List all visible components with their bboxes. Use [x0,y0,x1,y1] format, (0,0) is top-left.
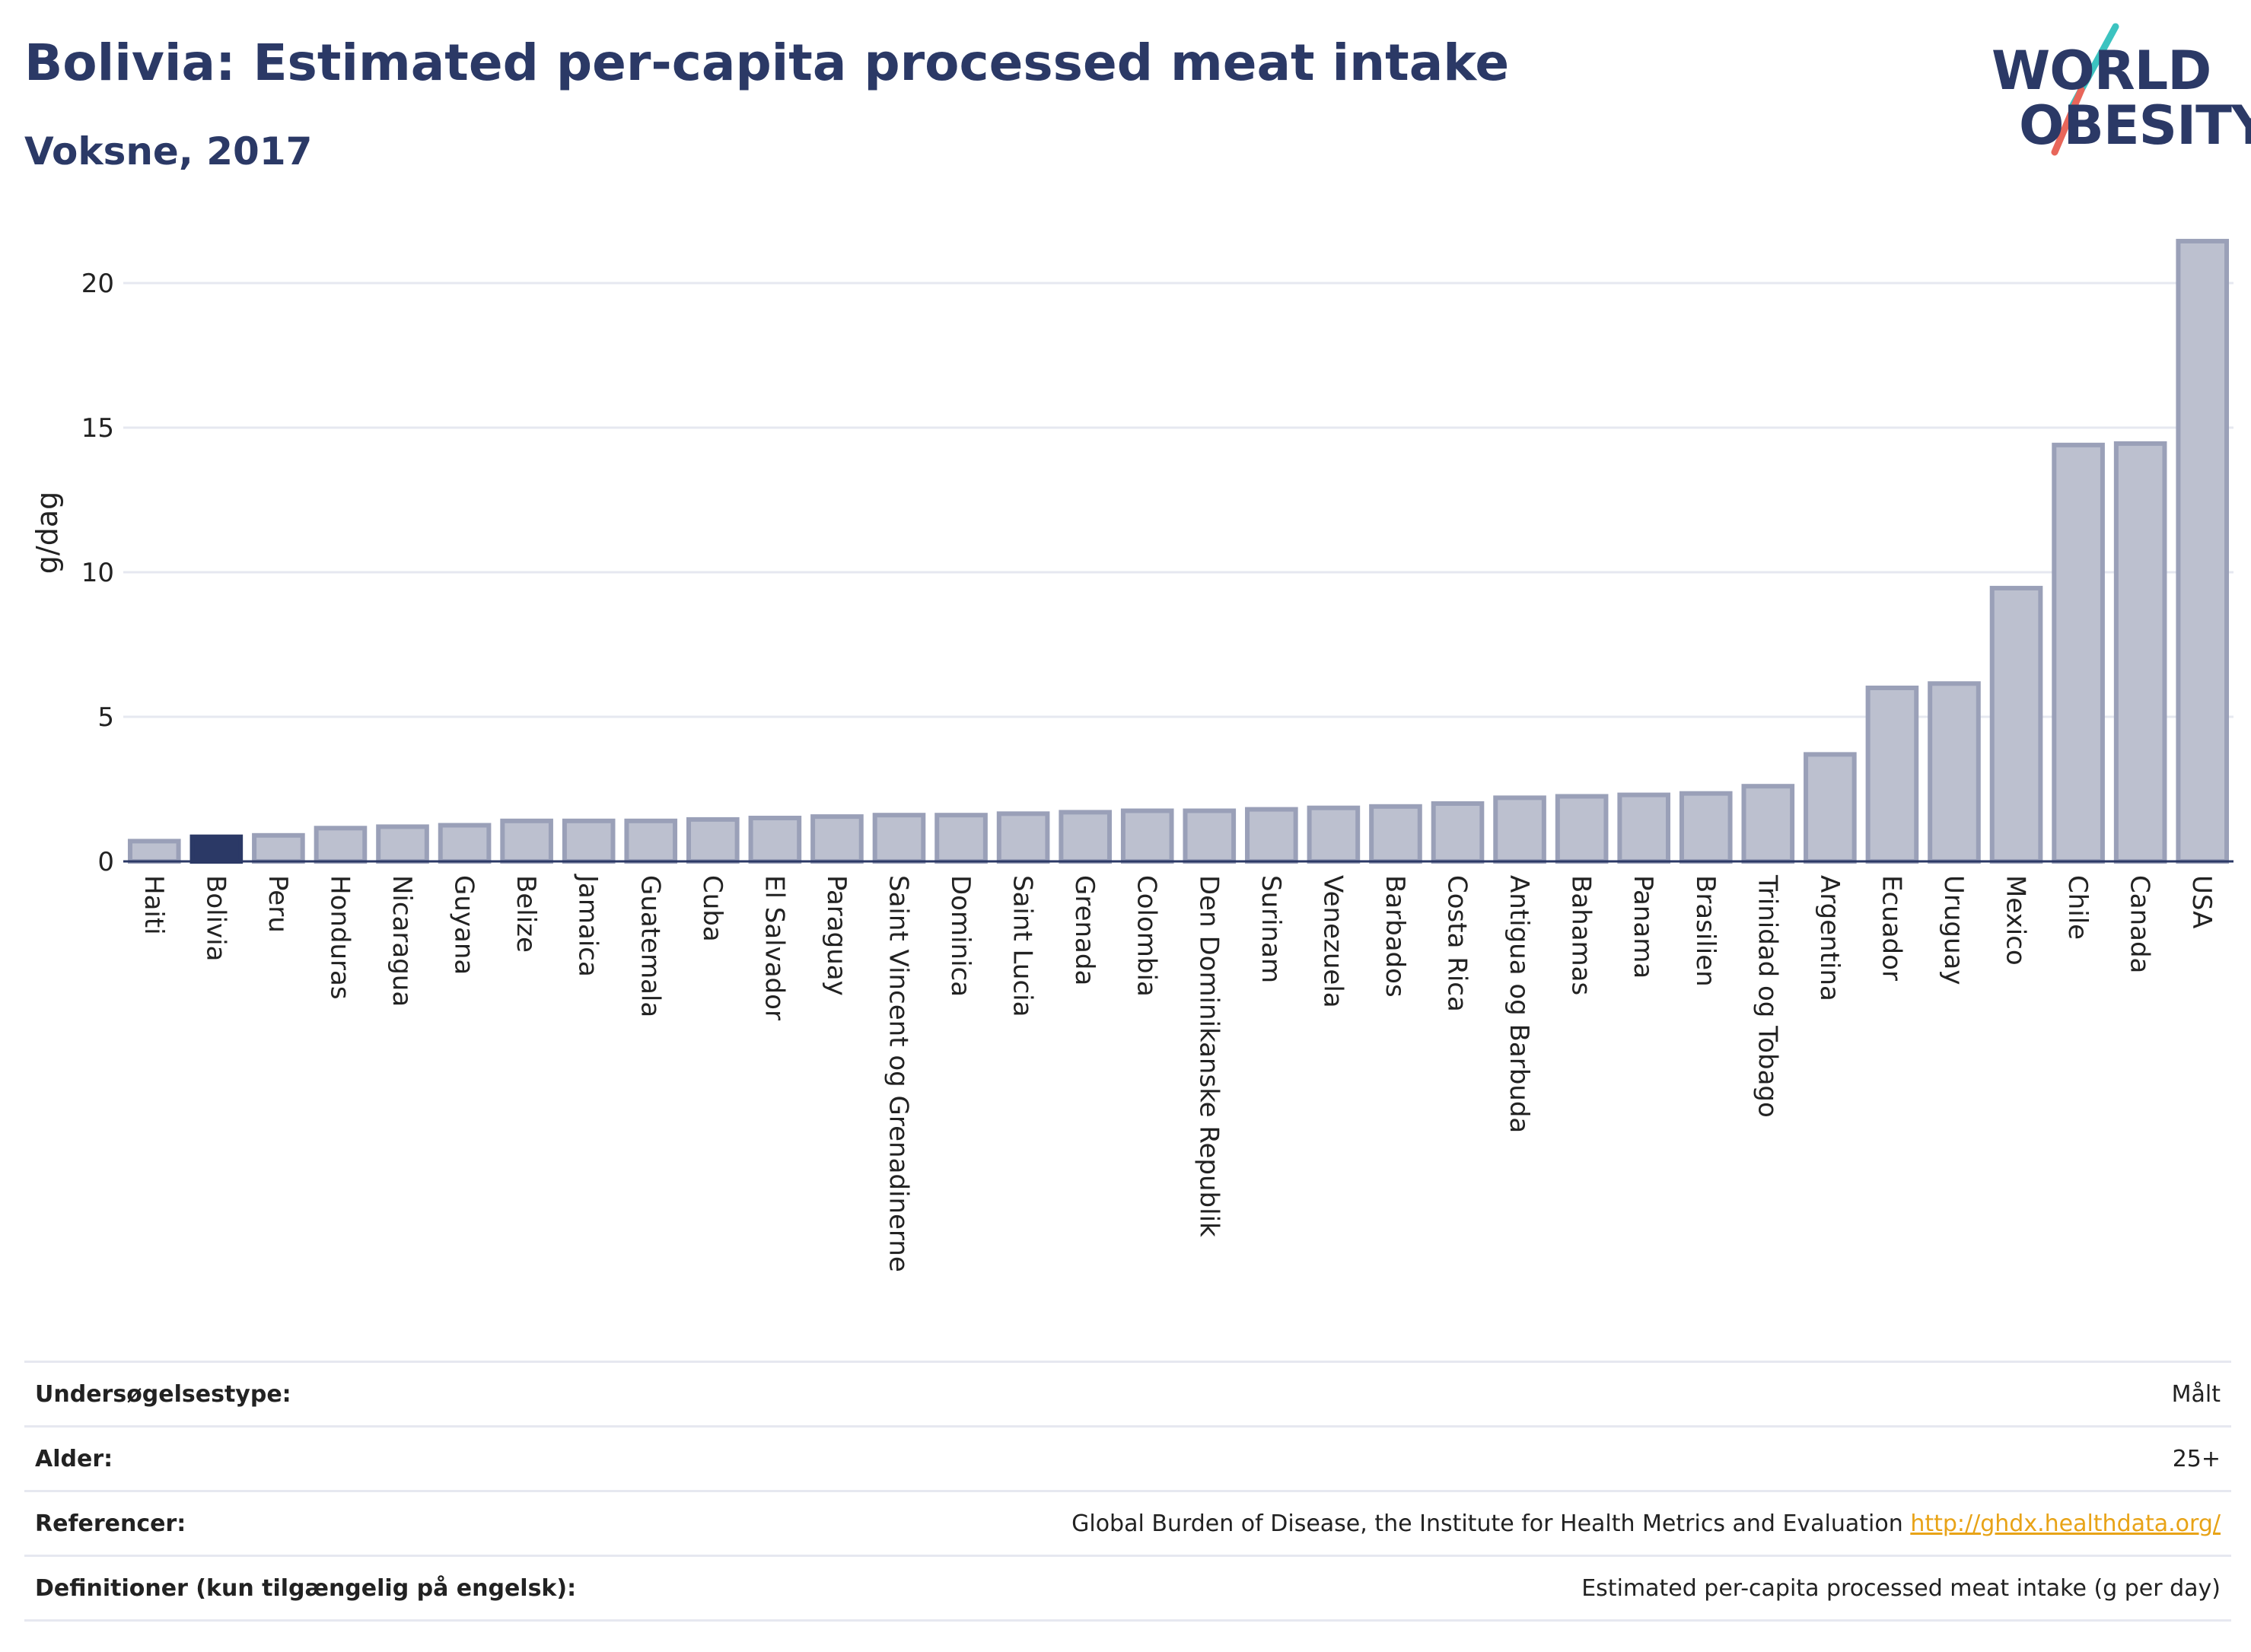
bar-paraguay [810,814,864,864]
bar-mexico [1989,585,2043,864]
y-tick-label: 10 [81,558,114,588]
table-row: Referencer: Global Burden of Disease, th… [24,1490,2231,1556]
bar-uruguay [1928,681,1981,864]
x-tick-label: Trinidad og Tobago [1752,874,1782,1118]
bar-panama [1617,792,1670,864]
bar-haiti [127,839,181,864]
x-tick-label: Canada [2125,875,2155,973]
x-tick-label: Costa Rica [1442,875,1473,1012]
references-label: Referencer: [24,1490,741,1556]
x-tick-label: El Salvador [759,875,789,1020]
x-category-labels: Haiti Bolivia Peru Honduras Nicaragua Guyana B… [138,874,2217,1272]
reference-link[interactable]: http://ghdx.healthdata.org/ [1910,1510,2221,1537]
x-tick-label: Guatemala [635,875,665,1017]
bar-colombia [1120,808,1174,864]
bar-den-dominikanske-republik [1183,808,1237,864]
y-axis-label: g/dag [30,492,64,574]
x-tick-label: Cuba [697,875,728,942]
x-tick-label: Nicaragua [387,875,417,1007]
bar-chart: 0 5 10 15 20 Haiti Bolivia Peru Honduras Nicarag… [30,238,2233,1272]
bar-brasilien [1679,791,1733,864]
definitions-label: Definitioner (kun tilgængelig på engelsk… [24,1555,741,1622]
bar-usa [2176,238,2230,864]
x-tick-label: Brasilien [1690,875,1721,987]
bar-canada [2113,441,2167,864]
x-tick-label: Venezuela [1317,875,1348,1008]
y-tick-label: 15 [81,413,114,444]
x-tick-label: Guyana [449,875,479,975]
logo-line1: WORLD [1992,40,2211,102]
metadata-table: Undersøgelsestype: Målt Alder: 25+ Refer… [24,1361,2231,1622]
bar-guatemala [624,818,678,864]
x-tick-label: Mexico [2001,875,2031,966]
bar-honduras [314,826,368,864]
bar-belize [500,818,553,864]
x-tick-label: Haiti [138,875,169,935]
bar-costa-rica [1431,801,1485,864]
table-row: Definitioner (kun tilgængelig på engelsk… [24,1555,2231,1622]
x-tick-label: Ecuador [1876,875,1906,981]
x-tick-label: Den Dominikanske Republik [1193,875,1224,1237]
x-tick-label: Jamaica [573,874,603,977]
y-tick-labels: 0 5 10 15 20 [81,269,114,877]
x-tick-label: Bahamas [1566,875,1597,995]
bar-cuba [686,816,740,864]
bar-surinam [1245,807,1298,864]
y-tick-label: 20 [81,269,114,299]
x-tick-label: Surinam [1256,875,1286,983]
page-subtitle: Voksne, 2017 [24,129,313,173]
bars [127,238,2230,864]
bar-saint-lucia [996,811,1050,864]
page-title: Bolivia: Estimated per-capita processed … [24,33,1510,92]
bar-bahamas [1555,794,1609,864]
bar-jamaica [562,818,616,864]
y-tick-label: 0 [97,847,114,877]
x-tick-label: Grenada [1069,875,1100,985]
x-tick-label: Dominica [945,875,976,997]
bar-saint-vincent-og-grenadinerne [872,813,926,864]
x-tick-label: Barbados [1380,875,1410,998]
bar-guyana [438,823,492,864]
x-tick-label: Chile [2062,875,2093,940]
bar-argentina [1804,752,1857,864]
table-row: Alder: 25+ [24,1425,2231,1491]
bar-peru [252,832,305,864]
grid-lines [123,282,2233,718]
x-tick-label: Bolivia [200,875,231,961]
x-tick-label: Argentina [1814,875,1845,1001]
table-row: Undersøgelsestype: Målt [24,1361,2231,1427]
x-tick-label: USA [2186,875,2217,928]
survey-type-value: Målt [740,1361,2231,1427]
age-label: Alder: [24,1425,741,1491]
bar-trinidad-og-tobago [1741,784,1795,864]
x-tick-label: Paraguay [821,875,852,996]
x-tick-label: Antigua og Barbuda [1504,875,1534,1133]
bar-ecuador [1865,686,1919,864]
bar-antigua-og-barbuda [1493,795,1546,864]
x-tick-label: Panama [1628,875,1658,979]
x-tick-label: Uruguay [1938,875,1969,985]
bar-dominica [934,813,988,864]
age-value: 25+ [740,1425,2231,1491]
x-tick-label: Saint Vincent og Grenadinerne [883,875,913,1272]
x-tick-label: Belize [511,875,541,953]
world-obesity-logo: WORLD OBESITY [1982,23,2251,160]
logo-slash-icon [2051,23,2119,156]
definitions-value: Estimated per-capita processed meat inta… [740,1555,2231,1622]
survey-type-label: Undersøgelsestype: [24,1361,741,1427]
y-tick-label: 5 [97,702,114,733]
bar-venezuela [1307,805,1361,864]
x-tick-label: Peru [263,875,293,933]
bar-grenada [1059,810,1112,864]
bar-barbados [1369,804,1422,864]
x-tick-label: Saint Lucia [1008,875,1038,1017]
bar-chile [2052,442,2105,864]
logo-line2: OBESITY [2019,94,2251,157]
bar-el-salvador [748,816,802,864]
bar-nicaragua [376,824,429,864]
x-tick-label: Colombia [1132,875,1162,997]
x-tick-label: Honduras [324,875,355,1000]
bar-bolivia [189,834,244,864]
references-value: Global Burden of Disease, the Institute … [1071,1510,1903,1537]
